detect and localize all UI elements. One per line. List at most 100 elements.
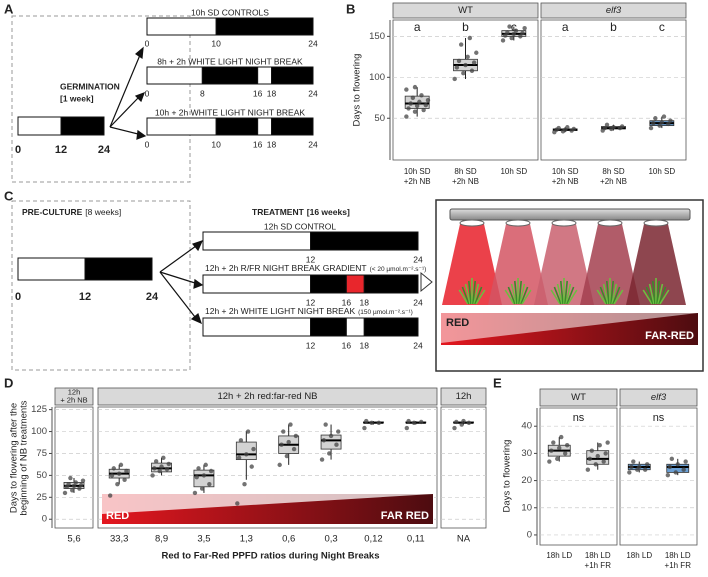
far-red-label: FAR-RED (645, 330, 694, 342)
point (238, 438, 244, 443)
panel-letter: E (493, 375, 502, 390)
light-segment (345, 317, 365, 337)
light-segment (363, 274, 419, 294)
y-tick-label: 40 (521, 421, 532, 432)
hour-label: 18 (267, 88, 277, 98)
panel (440, 406, 487, 529)
point (665, 472, 671, 478)
point (334, 442, 339, 447)
x-tick-label: 33,3 (110, 534, 129, 545)
point (466, 420, 472, 425)
point (336, 429, 341, 434)
point (122, 477, 127, 482)
point (244, 452, 249, 457)
light-segment (271, 66, 314, 85)
overlay-right: FAR RED (381, 510, 429, 522)
x-tick-label: 10h SD (404, 167, 431, 176)
point (452, 425, 457, 431)
plant-leaf (652, 280, 656, 305)
y-axis-label: Days to flowering (352, 54, 363, 127)
point (659, 120, 665, 125)
strip (97, 387, 438, 406)
strip-label: WT (571, 392, 586, 403)
preculture-label: PRE-CULTURE [8 weeks] (22, 207, 121, 217)
panel (540, 19, 687, 161)
x-tick-label: +2h NB (452, 177, 479, 186)
point (291, 446, 297, 452)
point (286, 439, 291, 445)
point (505, 30, 510, 35)
point (603, 451, 608, 456)
x-tick-label: 8h SD (454, 167, 476, 176)
point (669, 456, 675, 462)
point (657, 123, 662, 128)
hour-label: 18 (360, 297, 370, 307)
light-cone (442, 224, 502, 305)
light-segment (17, 257, 86, 281)
plant-leaf (612, 286, 621, 305)
panel-letter: A (4, 1, 14, 16)
light-segment (146, 17, 217, 36)
point (196, 466, 201, 471)
strip-label: elf3 (606, 5, 622, 16)
treatment-title: 12h SD CONTROL (264, 221, 337, 231)
point (555, 456, 560, 462)
x-tick-label: 1,3 (240, 534, 253, 545)
light-segment (215, 17, 314, 36)
point (604, 122, 610, 127)
x-tick-label: 10h SD (552, 167, 579, 176)
plant-leaf (658, 286, 667, 305)
x-tick-label: 0,11 (407, 534, 425, 545)
x-tick-label: 8h SD (602, 167, 624, 176)
point (459, 422, 464, 427)
point (675, 462, 680, 467)
hour-label: 18 (360, 340, 370, 350)
y-tick-label: 75 (36, 448, 47, 459)
hour-label: 16 (342, 340, 352, 350)
light-segment (257, 117, 272, 136)
annotation: b (462, 20, 469, 34)
point (642, 467, 648, 472)
x-axis-label: Red to Far-Red PPFD ratios during Night … (162, 551, 380, 562)
x-tick-label: 18h LD (665, 551, 691, 560)
light-segment (84, 257, 153, 281)
plant-leaf (659, 289, 670, 305)
plant-leaf (613, 289, 624, 305)
point (593, 462, 598, 467)
point (461, 71, 466, 76)
x-tick-label: 8,9 (155, 534, 168, 545)
point (109, 473, 115, 478)
point (364, 418, 369, 424)
x-tick-label: 10h SD (648, 167, 675, 176)
point (164, 467, 170, 472)
treatment-note: (150 µmol.m⁻².s⁻¹) (358, 309, 413, 316)
point (421, 107, 426, 113)
plant-leaf (510, 283, 517, 305)
lamp (597, 219, 623, 227)
point (631, 459, 636, 464)
point (199, 486, 205, 491)
plant-leaf (566, 286, 575, 305)
y-tick-label: 0 (527, 529, 532, 540)
hour-label: 24 (413, 254, 423, 264)
point (650, 120, 656, 126)
y-tick-label: 100 (369, 72, 385, 83)
gradient-wedge (102, 494, 433, 514)
point (208, 468, 214, 474)
annotation: ns (653, 412, 665, 424)
hour-label: 12 (306, 340, 316, 350)
hour-label: 0 (15, 144, 21, 156)
plant-leaf (596, 289, 607, 305)
light-segment (310, 231, 419, 251)
point (602, 125, 608, 131)
light-segment (202, 274, 311, 294)
light-cone (534, 224, 594, 305)
strip (440, 387, 487, 406)
strip (392, 2, 539, 19)
hour-label: 12 (306, 254, 316, 264)
plant-leaf (518, 280, 522, 305)
point (467, 35, 473, 41)
point (562, 451, 568, 456)
light-segment (271, 117, 314, 136)
x-tick-label: +1h FR (585, 561, 612, 570)
